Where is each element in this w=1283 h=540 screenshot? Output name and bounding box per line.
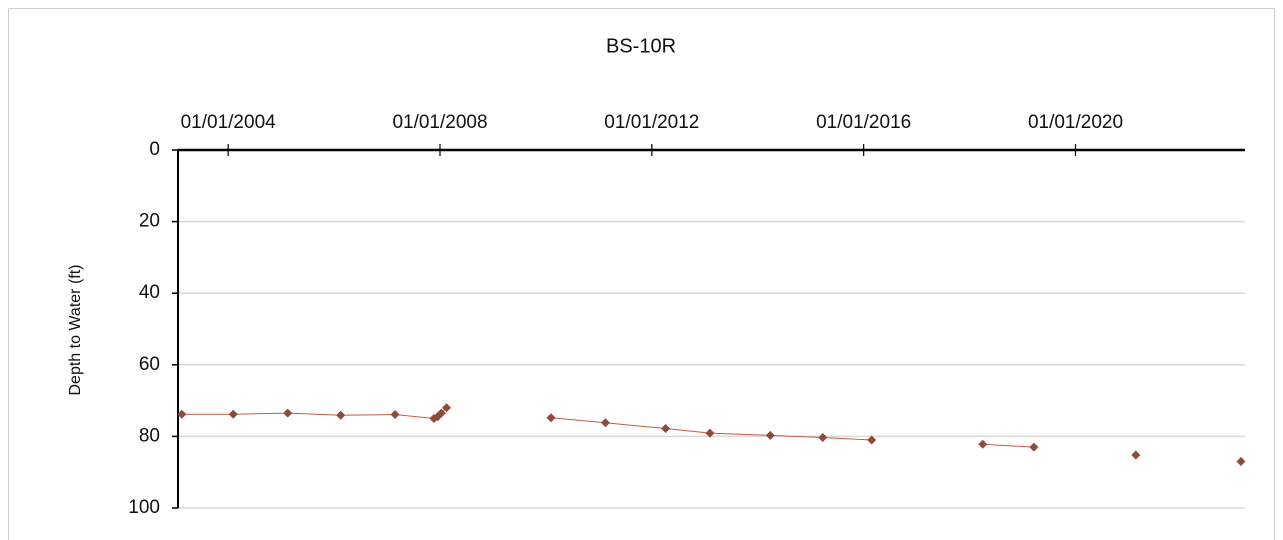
data-point <box>390 410 400 420</box>
data-point <box>177 409 187 419</box>
x-tick-label: 01/01/2012 <box>604 112 699 133</box>
data-point <box>546 413 556 423</box>
y-tick-label: 80 <box>139 425 160 446</box>
chart-border <box>8 8 1275 540</box>
x-tick-label: 01/01/2020 <box>1028 112 1123 133</box>
x-tick-label: 01/01/2016 <box>816 112 911 133</box>
data-line <box>982 443 1034 448</box>
data-point <box>1029 442 1039 452</box>
data-point <box>978 439 988 449</box>
data-point <box>283 408 293 418</box>
data-point <box>228 409 238 419</box>
data-point <box>436 408 446 418</box>
data-point <box>442 403 452 413</box>
x-tick-label: 01/01/2008 <box>392 112 487 133</box>
y-tick-label: 0 <box>149 139 160 160</box>
data-point <box>661 424 671 434</box>
data-point <box>867 435 877 445</box>
data-point <box>1236 456 1246 466</box>
y-axis-label: Depth to Water (ft) <box>67 265 84 396</box>
plot-area: 0 20 40 60 80 100 01/01/2004 01/01/2008 01/01/20… <box>128 112 1246 518</box>
data-point <box>765 430 775 440</box>
y-tick-label: 60 <box>139 354 160 375</box>
y-tick-label: 20 <box>139 211 160 232</box>
data-point <box>1131 450 1141 460</box>
data-point <box>600 418 610 428</box>
data-point <box>818 432 828 442</box>
x-tick-label: 01/01/2004 <box>181 112 277 133</box>
data-point <box>336 410 346 420</box>
y-tick-label: 100 <box>128 497 160 518</box>
data-point <box>705 428 715 438</box>
y-tick-label: 40 <box>139 282 160 303</box>
chart-title: BS-10R <box>606 35 676 57</box>
